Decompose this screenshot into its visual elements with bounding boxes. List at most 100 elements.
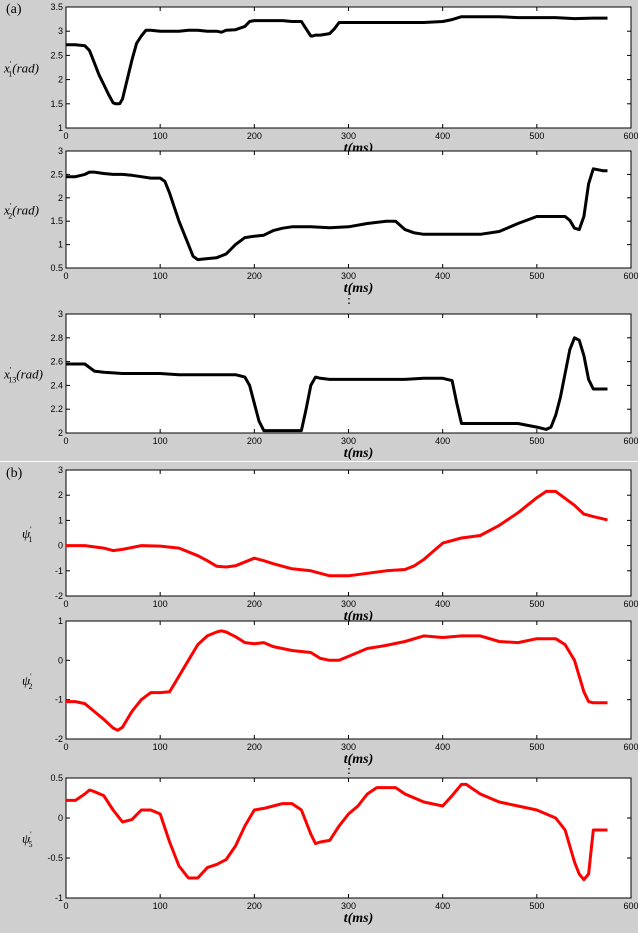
x-tick-label: 400 <box>435 131 450 141</box>
x-tick-label: 300 <box>341 131 356 141</box>
subplot-5: 0 100 200 300 400 500 600 -2 -1 0 1 t(ms) ψ' 2 <box>22 616 638 767</box>
y-axis-label: ψ' 2 <box>22 672 33 691</box>
x-axis-label: t(ms) <box>344 911 374 926</box>
y-tick-label: 3 <box>58 26 63 36</box>
x-tick-label: 200 <box>247 436 262 446</box>
x-tick-label: 500 <box>529 742 544 752</box>
series-line <box>66 15 608 106</box>
plot-area <box>65 469 632 597</box>
x-tick-label: 200 <box>247 131 262 141</box>
subplot-3: 0 100 200 300 400 500 600 2 2.2 2.4 2.6 2.8 3 t(ms) x'… <box>3 309 638 461</box>
y-tick-label: 0 <box>58 655 63 665</box>
x-tick-label: 400 <box>435 271 450 281</box>
x-tick-label: 100 <box>153 742 168 752</box>
x-tick-label: 0 <box>63 271 68 281</box>
y-tick-label: 3.5 <box>50 2 63 12</box>
x-tick-label: 200 <box>247 271 262 281</box>
x-tick-label: 600 <box>623 131 638 141</box>
x-tick-label: 500 <box>529 131 544 141</box>
x-tick-label: 500 <box>529 901 544 911</box>
series-line <box>66 167 608 262</box>
y-tick-label: 2.8 <box>50 333 63 343</box>
x-axis-label: t(ms) <box>344 609 374 624</box>
x-tick-label: 0 <box>63 742 68 752</box>
panel-b-label: (b) <box>6 466 23 481</box>
x-tick-label: 300 <box>341 436 356 446</box>
y-axis-label: x' 13(rad) <box>3 366 43 385</box>
x-tick-label: 300 <box>341 271 356 281</box>
x-tick-label: 400 <box>435 901 450 911</box>
y-tick-label: -2 <box>55 734 63 744</box>
x-tick-label: 100 <box>153 901 168 911</box>
x-tick-label: 0 <box>63 131 68 141</box>
x-axis-label: t(ms) <box>344 752 374 767</box>
plot-area <box>65 777 632 899</box>
plot-area <box>65 150 632 269</box>
y-tick-label: 2 <box>58 490 63 500</box>
x-tick-label: 400 <box>435 742 450 752</box>
y-tick-label: 2 <box>58 428 63 438</box>
series-line <box>66 336 608 433</box>
x-tick-label: 100 <box>153 271 168 281</box>
y-tick-label: 1.5 <box>50 216 63 226</box>
x-tick-label: 500 <box>529 599 544 609</box>
y-tick-label: -1 <box>55 566 63 576</box>
series-line <box>66 782 608 882</box>
y-tick-label: 2.6 <box>50 357 63 367</box>
y-tick-label: -1 <box>55 893 63 903</box>
y-tick-label: 2 <box>58 193 63 203</box>
y-tick-label: 0 <box>58 813 63 823</box>
y-axis-label: x' 2(rad) <box>3 202 39 221</box>
y-tick-label: 2.2 <box>50 404 63 414</box>
y-tick-label: 3 <box>58 309 63 319</box>
x-tick-label: 100 <box>153 599 168 609</box>
x-tick-label: 200 <box>247 901 262 911</box>
x-tick-label: 600 <box>623 742 638 752</box>
x-axis-label: t(ms) <box>344 281 374 296</box>
plot-area <box>65 620 632 740</box>
panel-a-label: (a) <box>6 2 22 17</box>
x-tick-label: 200 <box>247 742 262 752</box>
subplot-6: 0 100 200 300 400 500 600 -1 -0.5 0 0.5 t(ms) ψ' 5 <box>22 773 638 926</box>
x-axis-label: t(ms) <box>344 446 374 461</box>
x-tick-label: 300 <box>341 742 356 752</box>
y-tick-label: -1 <box>55 695 63 705</box>
y-tick-label: 1 <box>58 515 63 525</box>
x-tick-label: 500 <box>529 271 544 281</box>
x-tick-label: 0 <box>63 436 68 446</box>
y-tick-label: 0.5 <box>50 773 63 783</box>
x-tick-label: 600 <box>623 599 638 609</box>
y-tick-label: 2.4 <box>50 380 63 390</box>
x-tick-label: 600 <box>623 436 638 446</box>
y-tick-label: 2 <box>58 75 63 85</box>
y-tick-label: 0 <box>58 541 63 551</box>
x-tick-label: 100 <box>153 131 168 141</box>
y-axis-label: ψ' 5 <box>22 830 33 849</box>
y-tick-label: 1.5 <box>50 99 63 109</box>
x-tick-label: 400 <box>435 599 450 609</box>
y-tick-label: 3 <box>58 146 63 156</box>
x-tick-label: 0 <box>63 901 68 911</box>
x-tick-label: 600 <box>623 271 638 281</box>
subplot-2: 0 100 200 300 400 500 600 0.5 1 1.5 2 2.5 3 t(ms) x' 2(… <box>3 146 638 296</box>
x-tick-label: 500 <box>529 436 544 446</box>
y-tick-label: -0.5 <box>47 853 63 863</box>
ellipsis-mark: ⋮ <box>343 291 356 306</box>
y-tick-label: 1 <box>58 616 63 626</box>
x-tick-label: 600 <box>623 901 638 911</box>
y-axis-label: ψ' 1 <box>22 525 33 544</box>
y-tick-label: 2.5 <box>50 50 63 60</box>
y-tick-label: 0.5 <box>50 263 63 273</box>
plot-area <box>65 6 632 129</box>
x-tick-label: 0 <box>63 599 68 609</box>
y-tick-label: 1 <box>58 123 63 133</box>
x-tick-label: 400 <box>435 436 450 446</box>
x-tick-label: 200 <box>247 599 262 609</box>
y-tick-label: 2.5 <box>50 169 63 179</box>
x-tick-label: 100 <box>153 436 168 446</box>
ellipsis-mark: ⋮ <box>343 761 356 776</box>
x-tick-label: 300 <box>341 599 356 609</box>
